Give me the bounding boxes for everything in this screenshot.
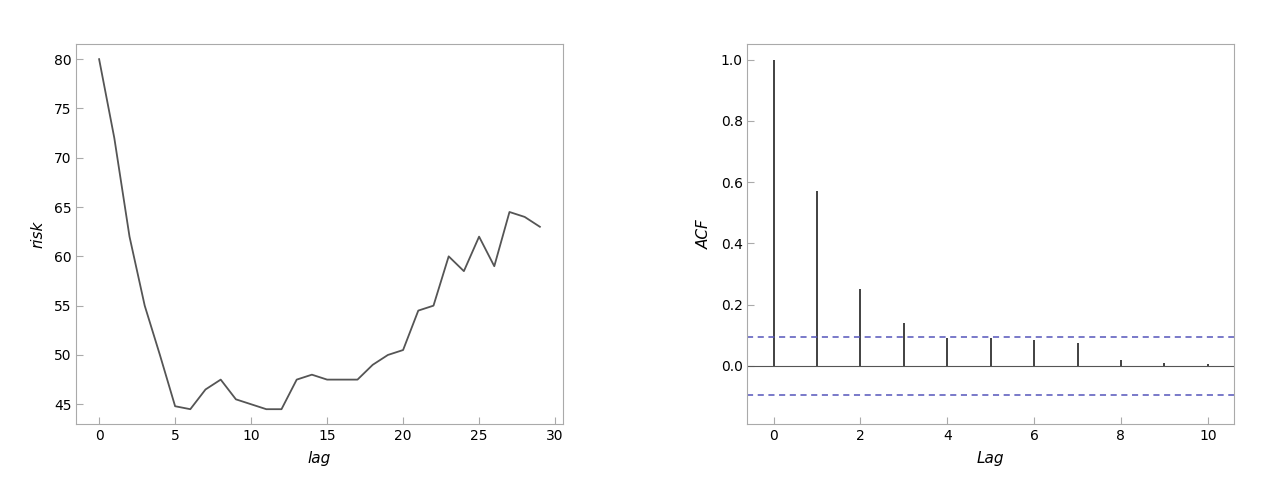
Y-axis label: ACF: ACF <box>697 219 712 249</box>
Y-axis label: risk: risk <box>31 220 46 248</box>
X-axis label: Lag: Lag <box>977 451 1005 466</box>
X-axis label: lag: lag <box>308 451 331 466</box>
